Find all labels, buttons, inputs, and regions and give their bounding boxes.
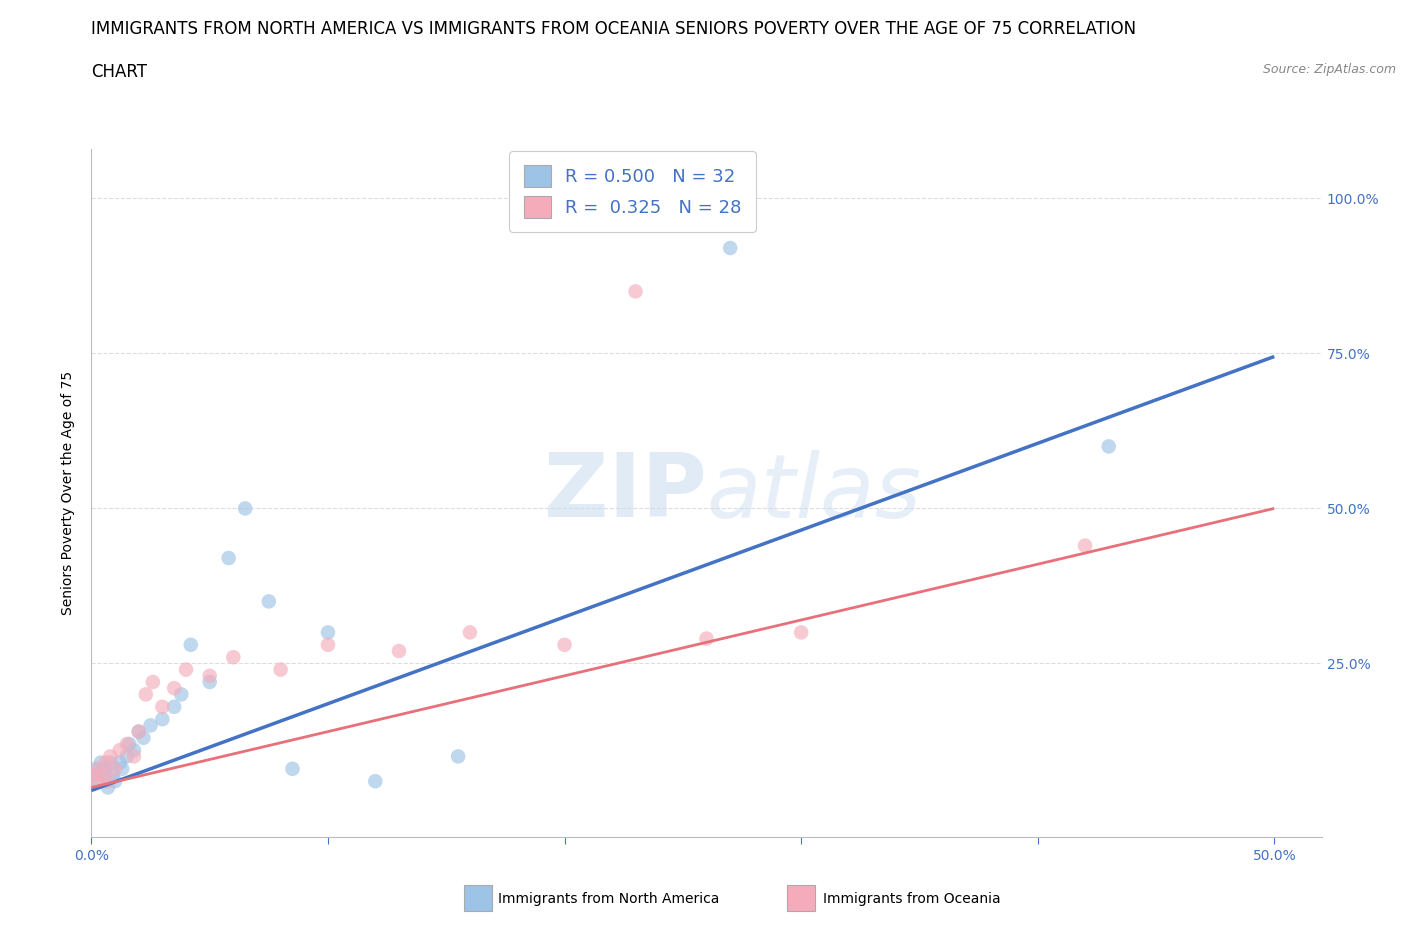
Text: IMMIGRANTS FROM NORTH AMERICA VS IMMIGRANTS FROM OCEANIA SENIORS POVERTY OVER TH: IMMIGRANTS FROM NORTH AMERICA VS IMMIGRA… — [91, 20, 1136, 38]
Point — [122, 749, 145, 764]
Point — [115, 749, 138, 764]
Point — [1074, 538, 1097, 553]
Point — [118, 737, 141, 751]
Point — [790, 625, 813, 640]
Point — [83, 767, 105, 782]
Point — [111, 762, 134, 777]
Point — [83, 767, 105, 782]
Point — [554, 637, 576, 652]
Point — [163, 681, 186, 696]
Point — [316, 637, 339, 652]
Point — [98, 755, 121, 770]
Point — [87, 774, 110, 789]
Point — [128, 724, 150, 739]
Point — [104, 762, 127, 777]
Point — [624, 284, 647, 299]
Y-axis label: Seniors Poverty Over the Age of 75: Seniors Poverty Over the Age of 75 — [62, 371, 76, 615]
Point — [135, 687, 157, 702]
Text: Source: ZipAtlas.com: Source: ZipAtlas.com — [1263, 63, 1396, 76]
Point — [132, 730, 155, 745]
Legend: R = 0.500   N = 32, R =  0.325   N = 28: R = 0.500 N = 32, R = 0.325 N = 28 — [509, 151, 756, 232]
Point — [101, 767, 124, 782]
Text: ZIP: ZIP — [544, 449, 706, 537]
Point — [150, 699, 173, 714]
Point — [91, 767, 114, 782]
Point — [316, 625, 339, 640]
Text: atlas: atlas — [706, 450, 921, 536]
Point — [695, 631, 717, 646]
Point — [87, 762, 110, 777]
Point — [163, 699, 186, 714]
Point — [97, 774, 120, 789]
Text: Immigrants from North America: Immigrants from North America — [498, 892, 718, 907]
Point — [458, 625, 481, 640]
Point — [198, 669, 221, 684]
Point — [222, 650, 245, 665]
Point — [84, 762, 107, 777]
Point — [108, 755, 131, 770]
Point — [281, 762, 304, 777]
Point — [84, 774, 107, 789]
Point — [90, 755, 112, 770]
Point — [233, 501, 256, 516]
Text: Immigrants from Oceania: Immigrants from Oceania — [823, 892, 1000, 907]
Text: CHART: CHART — [91, 63, 148, 81]
Point — [180, 637, 202, 652]
Point — [718, 241, 741, 256]
Point — [122, 743, 145, 758]
Point — [150, 711, 173, 726]
Point — [142, 674, 165, 689]
Point — [139, 718, 162, 733]
Point — [94, 762, 117, 777]
Point — [447, 749, 470, 764]
Point — [97, 780, 120, 795]
Point — [257, 594, 280, 609]
Point — [115, 737, 138, 751]
Point — [108, 743, 131, 758]
Point — [174, 662, 197, 677]
Point — [128, 724, 150, 739]
Point — [218, 551, 240, 565]
Point — [91, 767, 114, 782]
Point — [94, 755, 117, 770]
Point — [364, 774, 387, 789]
Point — [388, 644, 411, 658]
Point — [98, 749, 121, 764]
Point — [270, 662, 292, 677]
Point — [198, 674, 221, 689]
Point — [170, 687, 193, 702]
Point — [1098, 439, 1121, 454]
Point — [104, 774, 127, 789]
